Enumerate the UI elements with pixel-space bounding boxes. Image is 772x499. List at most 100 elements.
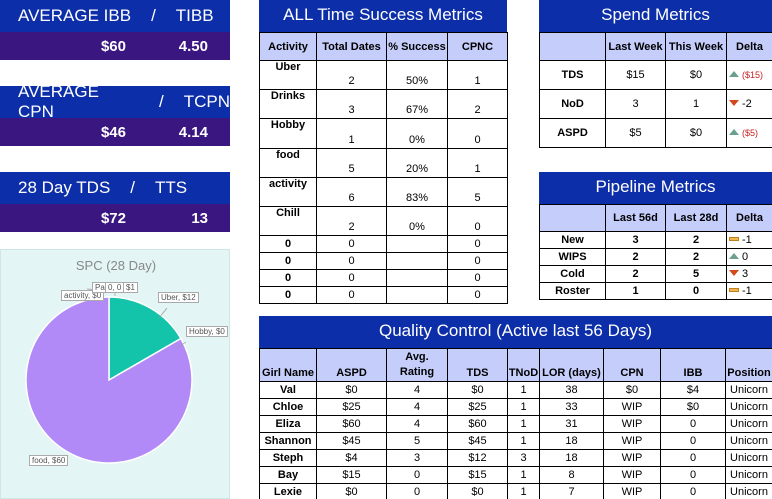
- kpi-separator: /: [158, 92, 164, 111]
- activity-cell: Chill: [259, 206, 317, 236]
- pipeline-metrics-table: Last 56d Last 28d Delta New 3 2 -1 WIPS 2 2 0 Co…: [539, 204, 772, 300]
- kpi-tds-value: $72: [100, 210, 126, 227]
- kpi-tds-values: $72 13: [0, 204, 230, 232]
- lor-cell: 7: [539, 483, 604, 499]
- col-ibb: IBB: [660, 348, 726, 382]
- ibb-cell: 0: [660, 466, 726, 484]
- tds-cell: $15: [447, 466, 508, 484]
- tds-cell: $12: [447, 449, 508, 467]
- pie-label-uber: Uber, $12: [158, 292, 199, 303]
- tds-cell: $45: [447, 432, 508, 450]
- delta-cell: -1: [726, 282, 772, 300]
- pipeline-header-row: Last 56d Last 28d Delta: [539, 204, 772, 232]
- delta-value: ($15): [742, 70, 764, 80]
- pipeline-metrics-title: Pipeline Metrics: [539, 172, 772, 204]
- last-week-cell: $5: [605, 118, 666, 148]
- trend-down-icon: [729, 100, 739, 106]
- aspd-cell: $15: [316, 466, 387, 484]
- tnod-cell: 1: [507, 483, 540, 499]
- kpi-ibb-header: AVERAGE IBB / TIBB: [0, 0, 230, 32]
- aspd-cell: $25: [316, 398, 387, 416]
- table-row: Roster 1 0 -1: [539, 282, 772, 300]
- col-last-28d: Last 28d: [665, 204, 727, 232]
- success-pct-cell: 20%: [386, 148, 448, 178]
- quality-control-title: Quality Control (Active last 56 Days): [259, 316, 772, 348]
- this-week-cell: $0: [665, 60, 727, 90]
- cpnc-cell: 0: [447, 235, 508, 253]
- activity-cell: activity: [259, 177, 317, 207]
- avg-rating-cell: 0: [386, 466, 448, 484]
- position-cell: Unicorn: [725, 415, 772, 433]
- last-56d-cell: 2: [605, 248, 666, 266]
- col-last-56d: Last 56d: [605, 204, 666, 232]
- delta-cell: 3: [726, 265, 772, 283]
- delta-value: 3: [742, 268, 749, 280]
- last-56d-cell: 1: [605, 282, 666, 300]
- cpnc-cell: 5: [447, 177, 508, 207]
- total-dates-cell: 3: [316, 89, 387, 119]
- success-pct-cell: [386, 252, 448, 270]
- col-girl-name: Girl Name: [259, 348, 317, 382]
- kpi-tibb-label: TIBB: [175, 6, 214, 25]
- quality-header-row: Girl Name ASPD Avg. Rating TDS TNoD LOR …: [259, 348, 772, 382]
- col-cpnc: CPNC: [447, 32, 508, 61]
- success-pct-cell: [386, 269, 448, 287]
- avg-rating-cell: 4: [386, 415, 448, 433]
- trend-up-icon: [729, 71, 739, 77]
- col-tds: TDS: [447, 348, 508, 382]
- table-row: Shannon $45 5 $45 1 18 WIP 0 Unicorn: [259, 432, 772, 450]
- tnod-cell: 1: [507, 466, 540, 484]
- this-week-cell: 1: [665, 89, 727, 119]
- total-dates-cell: 2: [316, 206, 387, 236]
- cpnc-cell: 0: [447, 206, 508, 236]
- avg-rating-cell: 0: [386, 483, 448, 499]
- tds-cell: $0: [447, 381, 508, 399]
- success-metrics-title: ALL Time Success Metrics: [259, 0, 507, 32]
- col-cpn: CPN: [603, 348, 661, 382]
- pie-label-activity: activity, $0: [61, 290, 105, 301]
- delta-value: -2: [742, 98, 752, 110]
- ibb-cell: 0: [660, 432, 726, 450]
- total-dates-cell: 6: [316, 177, 387, 207]
- position-cell: Unicorn: [725, 466, 772, 484]
- girl-name-cell: Val: [259, 381, 317, 399]
- girl-name-cell: Bay: [259, 466, 317, 484]
- activity-cell: 0: [259, 286, 317, 304]
- delta-value: -1: [742, 234, 752, 246]
- trend-flat-icon: [729, 288, 739, 292]
- total-dates-cell: 0: [316, 269, 387, 287]
- lor-cell: 38: [539, 381, 604, 399]
- aspd-cell: $4: [316, 449, 387, 467]
- pie-slice-uber: [108, 296, 182, 382]
- delta-value: ($5): [742, 128, 759, 138]
- girl-name-cell: Chloe: [259, 398, 317, 416]
- trend-flat-icon: [729, 237, 739, 241]
- kpi-cpn-value: $46: [100, 124, 126, 141]
- spc-pie-chart: SPC (28 Day) activity, $0 Pa 0, 0 $1 Ube…: [0, 249, 230, 499]
- avg-rating-cell: 5: [386, 432, 448, 450]
- delta-cell: 0: [726, 248, 772, 266]
- delta-cell: ($15): [726, 60, 772, 90]
- cpn-cell: WIP: [603, 398, 661, 416]
- cpn-cell: WIP: [603, 466, 661, 484]
- pie-label-zero: 0, 0: [105, 282, 125, 293]
- cpn-cell: WIP: [603, 449, 661, 467]
- kpi-tds-label: 28 Day TDS: [18, 178, 111, 197]
- col-total-dates: Total Dates: [316, 32, 387, 61]
- kpi-tts-label: TTS: [155, 178, 188, 197]
- col-delta: Delta: [726, 32, 772, 61]
- success-pct-cell: 67%: [386, 89, 448, 119]
- position-cell: Unicorn: [725, 398, 772, 416]
- girl-name-cell: Shannon: [259, 432, 317, 450]
- spend-metrics-table: Last Week This Week Delta TDS $15 $0 ($15) N…: [539, 32, 772, 148]
- kpi-separator: /: [151, 6, 156, 25]
- col-activity: Activity: [259, 32, 317, 61]
- cpnc-cell: 0: [447, 269, 508, 287]
- table-row: Steph $4 3 $12 3 18 WIP 0 Unicorn: [259, 449, 772, 467]
- activity-cell: 0: [259, 252, 317, 270]
- col-success-pct: % Success: [386, 32, 448, 61]
- ibb-cell: 0: [660, 449, 726, 467]
- table-row: Uber 2 50% 1: [259, 60, 508, 90]
